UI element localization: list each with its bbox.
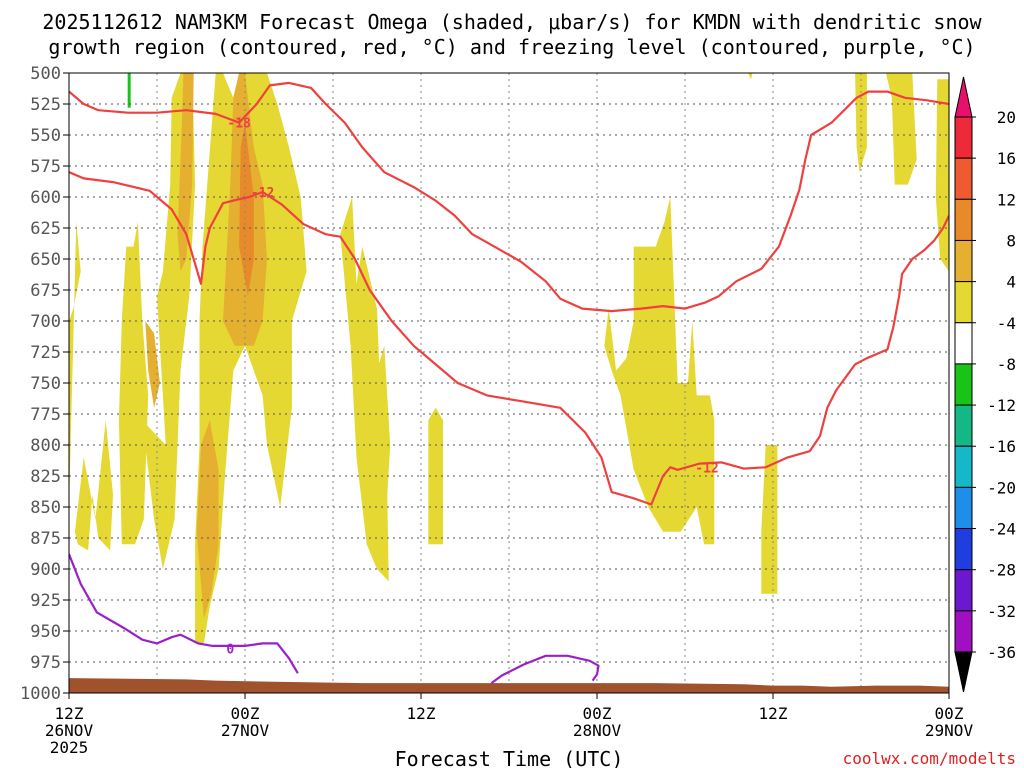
colorbar-swatch-4: [954, 281, 973, 324]
terrain-layer: [69, 678, 949, 693]
y-tick-label-8: 700: [30, 312, 61, 332]
grid-lines: [69, 73, 949, 693]
colorbar-label-6: -8: [997, 355, 1016, 374]
x-tick-time-4: 12Z: [759, 704, 788, 723]
omega-region-1: [74, 420, 113, 551]
x-tick-date-0: 26NOV: [45, 721, 94, 740]
colorbar-swatch-2: [954, 198, 973, 241]
colorbar: 20 16 12 8 4 -4 -8 -12 -16 -20 -24 -28 -32 -36: [954, 76, 1016, 693]
y-tick-label-14: 850: [30, 498, 61, 518]
colorbar-swatch-8: [954, 445, 973, 488]
credit-text: coolwx.com/modelts: [843, 749, 1016, 768]
dgz-contour-label-lower: -12: [695, 461, 718, 476]
chart-title-line2: growth region (contoured, red, °C) and f…: [48, 35, 975, 59]
omega-region-13: [748, 73, 753, 80]
x-tick-date-1: 27NOV: [221, 721, 270, 740]
y-tick-label-5: 625: [30, 219, 61, 239]
colorbar-swatch-9: [954, 486, 973, 530]
colorbar-label-7: -12: [987, 396, 1016, 415]
colorbar-label-0: 20: [997, 108, 1016, 127]
omega-region-7: [126, 432, 137, 507]
colorbar-swatch-7: [954, 404, 973, 447]
dgz-contour-label-0: -18: [227, 117, 251, 132]
y-tick-label-15: 875: [30, 529, 61, 549]
y-tick-label-18: 950: [30, 622, 61, 642]
y-tick-label-17: 925: [30, 591, 61, 611]
colorbar-label-9: -20: [987, 478, 1016, 497]
omega-region-14: [177, 73, 194, 272]
colorbar-label-10: -24: [987, 520, 1016, 539]
y-tick-label-4: 600: [30, 188, 61, 208]
freezing-contour-line-0: [69, 553, 299, 674]
y-tick-label-3: 575: [30, 157, 61, 177]
contour-layer: -18 -12 0 -12: [69, 81, 949, 684]
colorbar-label-3: 8: [1006, 231, 1016, 250]
y-tick-label-20: 1000: [20, 684, 61, 704]
omega-region-11: [885, 73, 917, 185]
colorbar-label-4: 4: [1006, 273, 1016, 292]
colorbar-swatch-11: [954, 569, 973, 612]
colorbar-label-5: -4: [997, 314, 1016, 333]
terrain-fill: [69, 678, 949, 693]
x-tick-time-3: 00Z: [583, 704, 612, 723]
y-tick-label-19: 975: [30, 653, 61, 673]
x-tick-date-5: 29NOV: [925, 721, 974, 740]
y-tick-label-16: 900: [30, 560, 61, 580]
y-tick-label-12: 800: [30, 436, 61, 456]
y-tick-label-10: 750: [30, 374, 61, 394]
y-tick-label-7: 675: [30, 281, 61, 301]
freezing-contour-label-0: 0: [226, 642, 234, 657]
colorbar-bottom-arrow: [954, 651, 973, 693]
dgz-contour-line-0: [69, 81, 949, 313]
colorbar-swatch-10: [954, 528, 973, 571]
colorbar-label-12: -32: [987, 602, 1016, 621]
colorbar-swatch-0: [954, 116, 973, 159]
y-tick-label-0: 500: [30, 64, 61, 84]
omega-region-0: [69, 221, 81, 508]
colorbar-swatch-1: [954, 157, 973, 200]
colorbar-label-8: -16: [987, 437, 1016, 456]
colorbar-top-arrow: [954, 76, 973, 118]
y-tick-label-1: 525: [30, 95, 61, 115]
x-tick-time-0: 12Z: [55, 704, 84, 723]
dgz-contour-line-1: [69, 171, 949, 506]
x-tick-time-5: 00Z: [935, 704, 964, 723]
colorbar-label-11: -28: [987, 561, 1016, 580]
y-tick-label-2: 550: [30, 126, 61, 146]
colorbar-swatch-5: [954, 322, 973, 365]
colorbar-label-13: -36: [987, 643, 1016, 662]
y-axis: 500 525 550 575 600 625 650 675 700 725 750 775 800 8…: [20, 64, 69, 704]
omega-region-8: [604, 197, 715, 545]
dgz-contour-label-1: -12: [251, 186, 274, 201]
y-tick-label-6: 650: [30, 250, 61, 270]
omega-region-15: [145, 321, 160, 408]
y-tick-label-9: 725: [30, 343, 61, 363]
x-tick-time-1: 00Z: [231, 704, 260, 723]
colorbar-swatch-6: [954, 363, 973, 406]
colorbar-swatch-12: [954, 610, 973, 653]
x-tick-year-0: 2025: [50, 738, 89, 757]
omega-region-4: [195, 73, 307, 644]
colorbar-label-1: 16: [997, 149, 1016, 168]
omega-region-negative: [127, 73, 131, 108]
x-axis-label: Forecast Time (UTC): [395, 747, 624, 768]
omega-region-5: [340, 197, 391, 582]
freezing-contour-line-1: [490, 654, 600, 684]
x-tick-date-3: 28NOV: [573, 721, 622, 740]
colorbar-swatch-3: [954, 239, 973, 283]
chart-title-line1: 2025112612 NAM3KM Forecast Omega (shaded…: [42, 10, 982, 34]
y-tick-label-13: 825: [30, 467, 61, 487]
y-tick-label-11: 775: [30, 405, 61, 425]
colorbar-label-2: 12: [997, 190, 1016, 209]
x-tick-time-2: 12Z: [407, 704, 436, 723]
